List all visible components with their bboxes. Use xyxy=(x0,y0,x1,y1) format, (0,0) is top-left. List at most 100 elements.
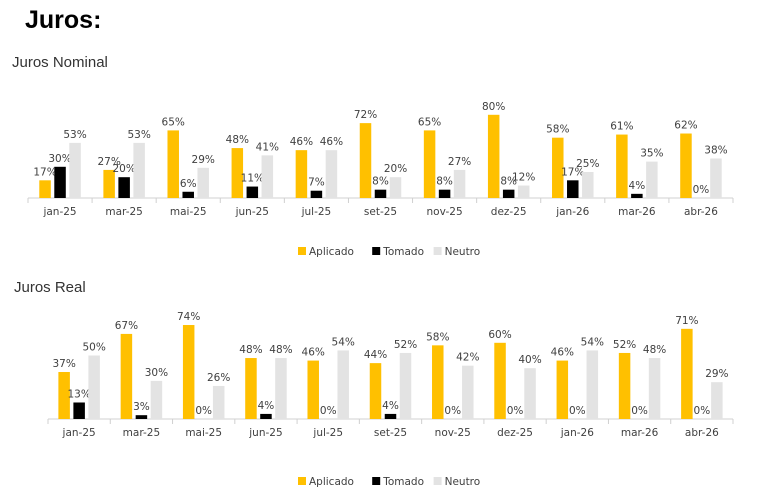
bar-aplicado xyxy=(494,342,506,419)
bar-aplicado xyxy=(167,130,179,198)
data-label: 6% xyxy=(180,178,197,190)
bar-tomado xyxy=(374,189,387,198)
x-tick-label: jul-25 xyxy=(312,427,343,439)
data-label: 3% xyxy=(133,401,150,413)
data-label: 4% xyxy=(258,400,275,412)
bar-tomado xyxy=(260,413,272,419)
bar-neutro xyxy=(88,355,100,419)
bar-tomado xyxy=(502,189,515,198)
data-label: 58% xyxy=(546,124,569,136)
data-label: 0% xyxy=(195,405,212,417)
x-tick-label: jan-26 xyxy=(555,206,589,218)
data-label: 7% xyxy=(308,177,325,189)
data-label: 0% xyxy=(569,405,586,417)
data-label: 20% xyxy=(384,163,407,175)
bar-neutro xyxy=(325,150,338,198)
data-label: 42% xyxy=(456,352,479,364)
data-label: 4% xyxy=(382,400,399,412)
x-tick-label: mar-25 xyxy=(105,206,142,218)
data-label: 62% xyxy=(674,120,697,132)
data-label: 61% xyxy=(610,121,633,133)
legend-label-aplicado: Aplicado xyxy=(309,476,354,488)
data-label: 48% xyxy=(239,344,262,356)
data-label: 72% xyxy=(354,109,377,121)
bar-neutro xyxy=(453,169,466,198)
bar-neutro xyxy=(462,365,474,419)
bar-tomado xyxy=(567,180,579,198)
bar-aplicado xyxy=(369,363,382,419)
bar-aplicado xyxy=(681,328,693,419)
x-tick-label: set-25 xyxy=(374,427,407,439)
bar-aplicado xyxy=(359,123,372,198)
bar-aplicado xyxy=(618,352,631,419)
legend-label-neutro: Neutro xyxy=(445,246,481,258)
bar-neutro xyxy=(337,350,349,419)
data-label: 54% xyxy=(581,336,604,348)
data-label: 25% xyxy=(576,158,599,170)
data-label: 52% xyxy=(613,339,636,351)
legend-label-neutro: Neutro xyxy=(445,476,481,488)
data-label: 46% xyxy=(551,347,574,359)
x-tick-label: dez-25 xyxy=(497,427,533,439)
bar-tomado xyxy=(310,190,323,198)
x-tick-label: jan-25 xyxy=(62,427,96,439)
data-label: 44% xyxy=(364,349,387,361)
legend-swatch-tomado xyxy=(372,247,381,255)
x-tick-label: abr-26 xyxy=(684,206,718,218)
data-label: 50% xyxy=(82,342,105,354)
x-tick-label: jul-25 xyxy=(301,206,332,218)
data-label: 0% xyxy=(507,405,524,417)
data-label: 54% xyxy=(332,336,355,348)
data-label: 8% xyxy=(372,176,389,188)
bar-aplicado xyxy=(307,360,319,419)
x-tick-label: jun-25 xyxy=(235,206,269,218)
x-tick-label: mai-25 xyxy=(170,206,207,218)
bar-tomado xyxy=(118,177,130,198)
x-tick-label: nov-25 xyxy=(427,206,463,218)
bar-neutro xyxy=(69,142,81,198)
bar-aplicado xyxy=(295,150,308,198)
data-label: 67% xyxy=(115,320,138,332)
bar-aplicado xyxy=(552,137,564,198)
data-label: 20% xyxy=(112,163,135,175)
bar-tomado xyxy=(73,402,85,419)
bar-neutro xyxy=(582,172,594,198)
data-label: 17% xyxy=(561,166,584,178)
data-label: 48% xyxy=(226,134,249,146)
data-label: 0% xyxy=(631,405,648,417)
data-label: 53% xyxy=(127,129,150,141)
data-label: 40% xyxy=(518,354,541,366)
data-label: 52% xyxy=(394,339,417,351)
data-label: 30% xyxy=(145,367,168,379)
data-label: 37% xyxy=(52,358,75,370)
data-label: 58% xyxy=(426,331,449,343)
data-label: 12% xyxy=(512,172,535,184)
data-label: 35% xyxy=(640,148,663,160)
bar-neutro xyxy=(275,358,287,419)
bar-tomado xyxy=(54,166,66,198)
data-label: 11% xyxy=(241,173,264,185)
bar-aplicado xyxy=(103,169,115,198)
x-tick-label: jan-25 xyxy=(42,206,76,218)
bar-neutro xyxy=(150,380,163,419)
bar-aplicado xyxy=(39,180,51,198)
data-label: 46% xyxy=(290,136,313,148)
bar-neutro xyxy=(648,358,661,419)
x-tick-label: jan-26 xyxy=(560,427,594,439)
x-tick-label: mar-26 xyxy=(621,427,659,439)
bar-neutro xyxy=(261,155,274,198)
data-label: 53% xyxy=(63,129,86,141)
bar-tomado xyxy=(438,189,451,198)
data-label: 48% xyxy=(643,344,666,356)
x-tick-label: jun-25 xyxy=(248,427,282,439)
chart-title-nominal: Juros Nominal xyxy=(12,54,108,71)
bar-neutro xyxy=(399,352,412,419)
bar-aplicado xyxy=(432,345,444,419)
bar-tomado xyxy=(631,193,643,198)
x-tick-label: nov-25 xyxy=(435,427,471,439)
data-label: 46% xyxy=(302,347,325,359)
bar-aplicado xyxy=(245,358,257,419)
bar-neutro xyxy=(212,385,225,419)
bar-neutro xyxy=(646,161,658,198)
data-label: 17% xyxy=(33,166,56,178)
